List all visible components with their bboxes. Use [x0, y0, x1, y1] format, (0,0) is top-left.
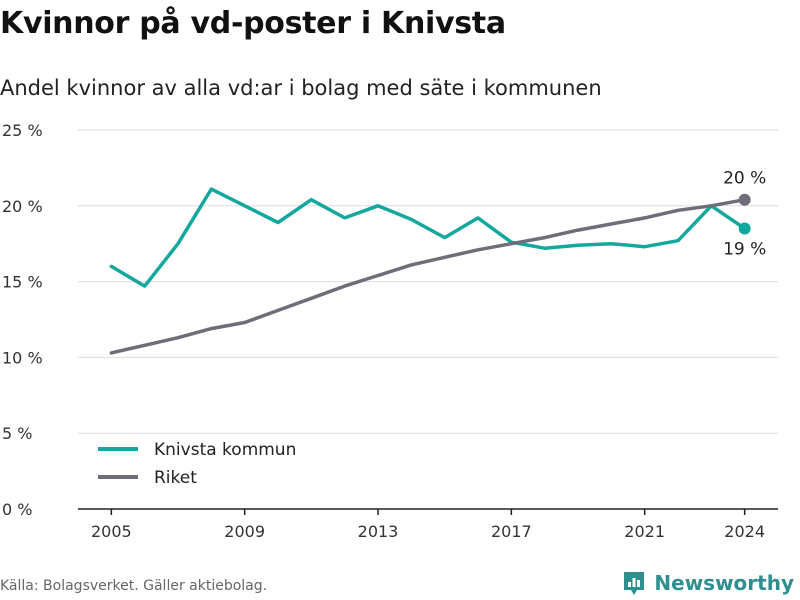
- series-end-label: 20 %: [723, 169, 766, 189]
- y-tick-label: 0 %: [2, 500, 32, 519]
- y-tick-label: 5 %: [2, 424, 32, 443]
- chart-subtitle: Andel kvinnor av alla vd:ar i bolag med …: [0, 76, 602, 100]
- series-end-marker: [738, 193, 751, 206]
- y-tick-label: 25 %: [2, 121, 43, 140]
- x-tick-label: 2017: [491, 522, 532, 541]
- chart-title: Kvinnor på vd-poster i Knivsta: [0, 6, 506, 41]
- x-tick-label: 2005: [91, 522, 132, 541]
- y-tick-label: 10 %: [2, 348, 43, 367]
- series-line: [109, 187, 747, 288]
- series-end-marker: [738, 222, 751, 235]
- y-tick-label: 15 %: [2, 273, 43, 292]
- x-tick-label: 2013: [358, 522, 399, 541]
- x-tick-label: 2021: [624, 522, 665, 541]
- source-note: Källa: Bolagsverket. Gäller aktiebolag.: [0, 578, 268, 594]
- series-line: [109, 197, 747, 355]
- y-tick-label: 20 %: [2, 197, 43, 216]
- brand-name: Newsworthy: [654, 571, 794, 595]
- legend-label: Riket: [154, 468, 197, 488]
- series-end-label: 19 %: [723, 240, 766, 260]
- x-tick-label: 2024: [724, 522, 765, 541]
- bar-chart-logo-icon: [624, 572, 645, 595]
- legend-label: Knivsta kommun: [154, 440, 296, 460]
- brand-logo: Newsworthy: [622, 570, 794, 596]
- x-tick-label: 2009: [224, 522, 265, 541]
